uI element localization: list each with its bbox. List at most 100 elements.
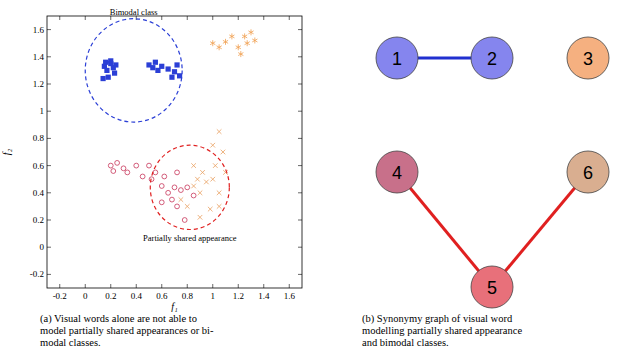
x-tick-label: 0.2 [105, 291, 116, 301]
point [159, 184, 164, 189]
y-tick [47, 192, 51, 193]
node-label: 5 [487, 278, 497, 298]
point [112, 71, 117, 76]
x-tick [187, 16, 188, 20]
plot-frame [47, 16, 302, 288]
caption: modal classes. [40, 337, 101, 348]
y-tick-label: 0 [40, 242, 45, 252]
point [162, 174, 167, 179]
x-tick [263, 16, 264, 20]
point [198, 215, 203, 220]
point [147, 163, 152, 168]
point [191, 193, 196, 198]
x-tick [238, 284, 239, 288]
y-tick-label: -0.2 [30, 269, 44, 279]
x-tick [187, 284, 188, 288]
point [200, 170, 205, 175]
marks [101, 29, 258, 222]
point [185, 204, 190, 209]
point [140, 174, 145, 179]
caption: and bimodal classes. [362, 337, 449, 348]
point [217, 204, 222, 209]
point [242, 33, 247, 39]
y-tick-label: 1.6 [33, 25, 45, 35]
y-tick [298, 29, 302, 30]
point [210, 143, 215, 148]
point [106, 75, 111, 80]
point [101, 76, 106, 81]
x-tick [212, 16, 213, 20]
point [217, 191, 222, 196]
point [153, 60, 158, 65]
point [166, 190, 171, 195]
point [204, 180, 209, 185]
point [191, 163, 196, 168]
point [108, 58, 113, 63]
node [471, 266, 513, 308]
point [172, 69, 177, 74]
x-axis-label: f₁ [171, 301, 177, 312]
point [248, 29, 253, 35]
node [376, 37, 418, 79]
point [108, 163, 113, 168]
x-tick [161, 284, 162, 288]
x-tick-label: -0.2 [53, 291, 67, 301]
x-tick [59, 284, 60, 288]
point [166, 66, 171, 71]
node [567, 37, 609, 79]
point [195, 177, 200, 182]
point [134, 163, 139, 168]
x-tick-label: 0.4 [131, 291, 143, 301]
x-tick-label: 0.6 [156, 291, 168, 301]
point [159, 200, 164, 205]
point [217, 44, 222, 50]
y-tick [47, 138, 51, 139]
x-tick [238, 16, 239, 20]
y-tick-label: 0.8 [33, 133, 45, 143]
y-tick [298, 247, 302, 248]
y-tick [298, 165, 302, 166]
region-label: Bimodal class [110, 7, 158, 17]
node-label: 2 [487, 49, 497, 69]
y-tick [298, 274, 302, 275]
point [208, 207, 213, 212]
x-tick [136, 284, 137, 288]
y-tick-label: 1 [40, 106, 45, 116]
x-tick [161, 16, 162, 20]
point [104, 68, 109, 73]
point [125, 170, 130, 175]
point [170, 197, 175, 202]
region [150, 145, 229, 229]
node [376, 151, 418, 193]
y-axis-label: f₂ [1, 148, 12, 155]
point [113, 62, 118, 67]
point [150, 65, 155, 70]
x-tick-label: 0 [83, 291, 88, 301]
y-tick-label: 0.2 [33, 215, 44, 225]
point [159, 64, 164, 69]
point [182, 218, 187, 223]
point [221, 150, 226, 155]
point [252, 37, 257, 43]
x-tick [85, 284, 86, 288]
point [115, 160, 120, 165]
caption: (a) Visual words alone are not able to [40, 313, 197, 325]
x-tick [59, 16, 60, 20]
point [179, 197, 184, 202]
point [178, 188, 183, 193]
y-tick [47, 274, 51, 275]
x-tick-label: 1.2 [233, 291, 244, 301]
point [121, 166, 126, 171]
point [191, 184, 196, 189]
caption: modelling partially shared appearance [362, 325, 522, 336]
x-tick-label: 1.4 [258, 291, 270, 301]
y-tick [47, 165, 51, 166]
y-tick [298, 111, 302, 112]
y-tick [47, 84, 51, 85]
edge [492, 172, 588, 287]
y-tick [47, 220, 51, 221]
x-tick [85, 16, 86, 20]
region-label: Partially shared appearance [143, 233, 237, 243]
point [210, 177, 215, 182]
node [567, 151, 609, 193]
